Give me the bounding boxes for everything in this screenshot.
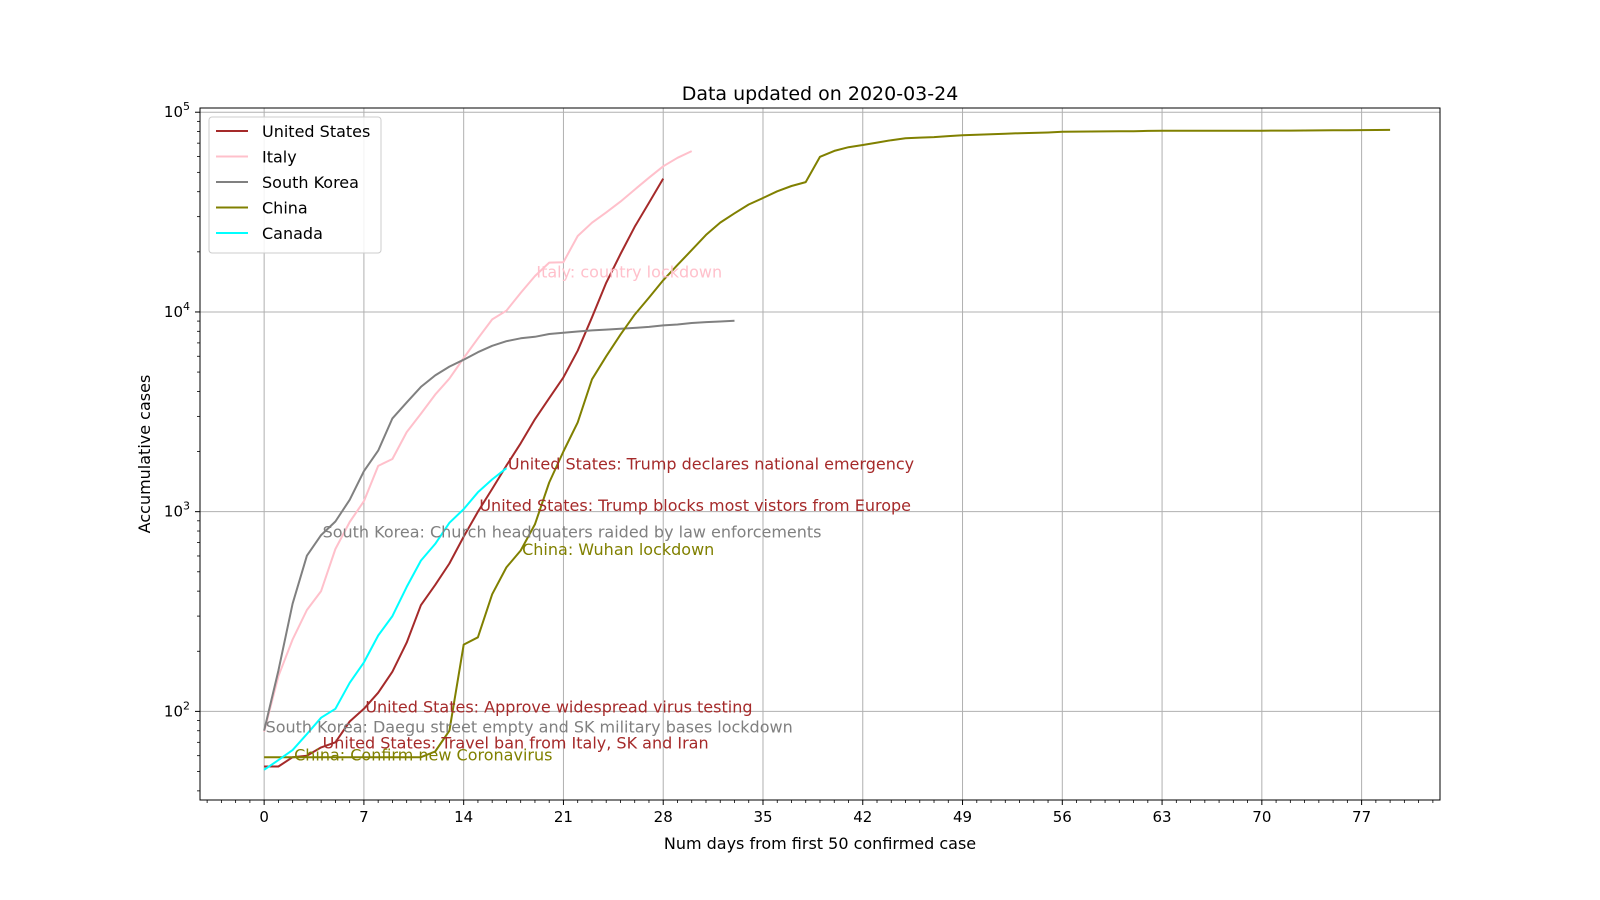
legend-label-china: China [262, 199, 308, 218]
annotation-label: South Korea: Church headquaters raided b… [323, 522, 822, 541]
x-tick-label: 49 [953, 808, 972, 826]
legend: United States Italy South Korea China Canada [208, 116, 382, 254]
x-tick-label: 14 [454, 808, 473, 826]
y-tick-label: 104 [164, 300, 190, 321]
y-tick-label: 105 [164, 100, 190, 121]
annotation-label: China: Confirm new Coronavirus [294, 745, 552, 764]
y-tick-label: 103 [164, 500, 190, 521]
chart-title: Data updated on 2020-03-24 [682, 83, 959, 105]
x-axis-label: Num days from first 50 confirmed case [664, 834, 976, 853]
annotation-label: United States: Trump blocks most vistors… [479, 496, 911, 515]
series-line-italy [263, 150, 693, 733]
annotations: Italy: country lockdown United States: Tr… [266, 263, 915, 765]
legend-label-italy: Italy [262, 148, 297, 167]
grid [200, 108, 1440, 800]
plot-area: Italy: country lockdown United States: Tr… [164, 100, 1441, 826]
series-line-china [264, 128, 1391, 759]
y-axis-label: Accumulative cases [135, 375, 154, 534]
legend-label-south-korea: South Korea [262, 173, 359, 192]
x-tick-label: 77 [1352, 808, 1371, 826]
x-tick-label: 70 [1252, 808, 1271, 826]
annotation-label: United States: Travel ban from Italy, SK… [323, 733, 709, 752]
legend-box [208, 116, 382, 254]
annotation-label: Italy: country lockdown [536, 263, 722, 282]
x-tick-label: 56 [1053, 808, 1072, 826]
series-lines [263, 128, 1391, 771]
series-line-united-states [264, 178, 665, 768]
legend-label-united-states: United States [262, 122, 370, 141]
series-line-canada [263, 467, 508, 771]
x-tick-label: 35 [753, 808, 772, 826]
x-tick-label: 21 [554, 808, 573, 826]
annotation-label: United States: Approve widespread virus … [365, 697, 752, 716]
x-tick-label: 7 [359, 808, 369, 826]
y-axis: 102 103 104 105 [164, 100, 200, 792]
x-tick-label: 63 [1153, 808, 1172, 826]
plot-background [200, 108, 1440, 800]
x-tick-label: 28 [654, 808, 673, 826]
legend-label-canada: Canada [262, 224, 323, 243]
annotation-label: United States: Trump declares national e… [508, 455, 914, 474]
annotation-label: South Korea: Daegu street empty and SK m… [266, 718, 793, 737]
series-line-south-korea [263, 319, 735, 731]
x-axis: 0 7 14 21 28 35 42 49 56 63 70 77 [206, 800, 1434, 826]
x-tick-label: 0 [259, 808, 269, 826]
annotation-label: China: Wuhan lockdown [522, 540, 714, 559]
y-tick-label: 102 [164, 699, 190, 720]
x-tick-label: 42 [853, 808, 872, 826]
